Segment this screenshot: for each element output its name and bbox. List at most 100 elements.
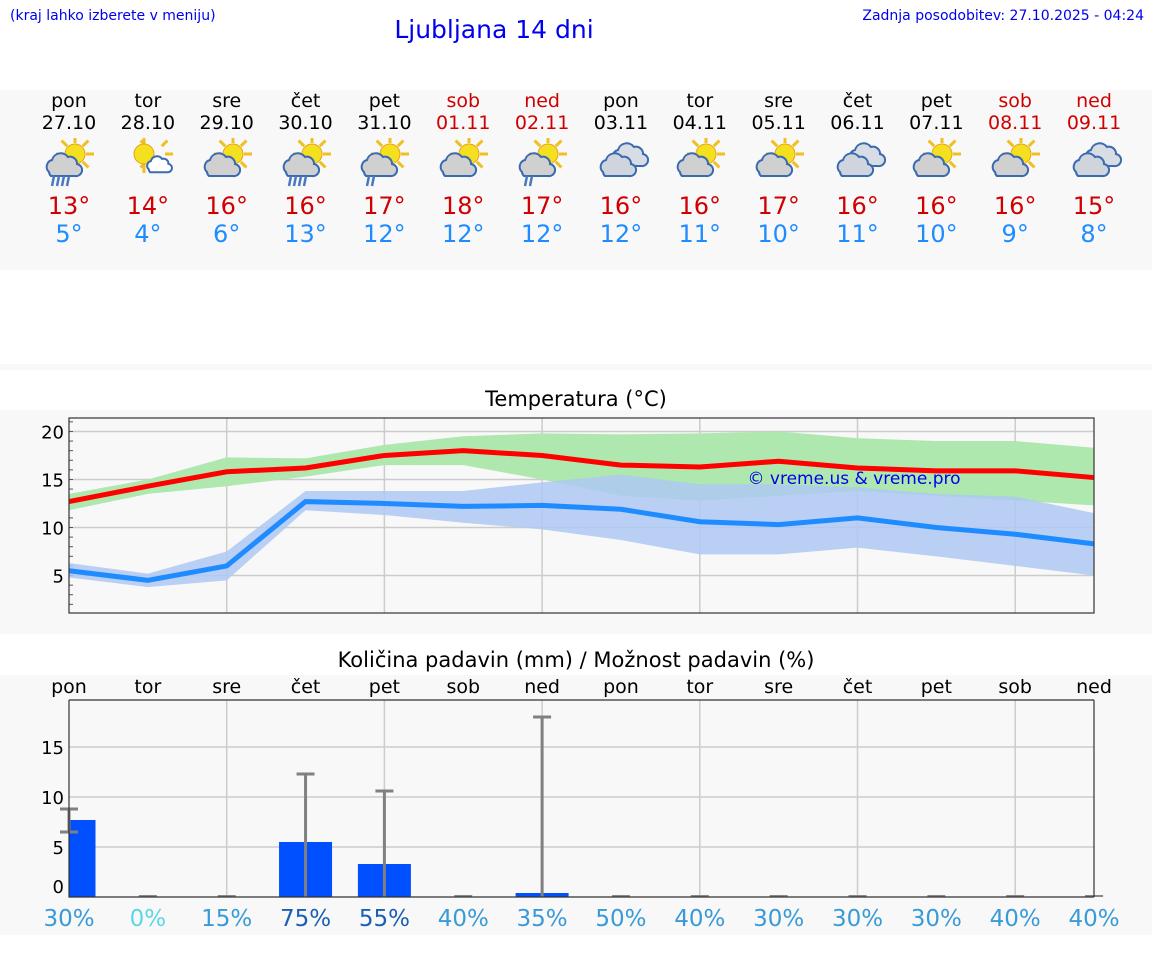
y-tick-label: 10 [41, 519, 64, 540]
max-temp: 17° [757, 192, 800, 220]
watermark: © vreme.us & vreme.pro [747, 469, 960, 489]
forecast-day: pon 03.11 16° 12° [581, 90, 661, 248]
precipitation-chart-title: Količina padavin (mm) / Možnost padavin … [337, 648, 815, 672]
x-category-label: sob [998, 676, 1032, 698]
x-category-label: ned [524, 676, 560, 698]
sun-cloud-light-rain-icon [518, 138, 568, 187]
forecast-day: pet 07.11 16° 10° [896, 90, 976, 248]
day-date: 28.10 [120, 112, 176, 134]
forecast-day: sre 29.10 16° 6° [187, 90, 267, 248]
clouds-icon [836, 142, 886, 178]
sun-cloud-light-rain-icon [361, 138, 410, 187]
max-temp: 16° [284, 192, 327, 220]
forecast-day: čet 06.11 16° 11° [818, 90, 898, 248]
precipitation-probability: 35% [517, 906, 568, 932]
day-name: pet [920, 90, 952, 112]
min-temp: 8° [1080, 220, 1108, 248]
sun-cloud-icon [913, 138, 962, 178]
day-date: 04.11 [672, 112, 727, 134]
forecast-day: sre 05.11 17° 10° [739, 90, 819, 248]
day-name: ned [1076, 90, 1112, 112]
precipitation-probability: 55% [359, 906, 410, 932]
max-temp: 16° [915, 192, 958, 220]
x-category-label: tor [134, 676, 161, 698]
precipitation-probability: 15% [201, 906, 252, 932]
max-temp: 18° [441, 192, 485, 220]
max-temp-line [68, 448, 1095, 505]
max-temp: 16° [678, 192, 722, 220]
sun-cloud-rain-icon [282, 138, 331, 187]
forecast-day: tor 28.10 14° 4° [108, 90, 188, 248]
min-temp: 5° [55, 220, 83, 248]
day-name: čet [842, 90, 873, 112]
max-temp: 17° [363, 192, 406, 220]
forecast-strip [0, 90, 1152, 270]
max-temp: 14° [126, 192, 170, 220]
x-category-label: čet [843, 676, 873, 698]
day-name: sob [446, 90, 481, 112]
min-temp: 10° [915, 220, 958, 248]
y-tick-label: 15 [41, 470, 64, 491]
x-category-label: sre [764, 676, 793, 698]
max-temp: 16° [836, 192, 879, 220]
last-updated: Zadnja posodobitev: 27.10.2025 - 04:24 [862, 8, 1144, 24]
min-temp: 9° [1001, 220, 1029, 248]
y-tick-label: 15 [41, 738, 64, 759]
page-title: Ljubljana 14 dni [394, 15, 594, 44]
temperature-chart: 5 10 15 20 © vreme.us & vreme.pro [41, 417, 1095, 614]
min-temp: 12° [599, 220, 643, 248]
forecast-day: sob 01.11 18° 12° [423, 90, 503, 248]
max-temp: 16° [205, 192, 248, 220]
x-category-label: ned [1076, 676, 1112, 698]
day-date: 03.11 [593, 112, 649, 134]
day-date: 29.10 [199, 112, 254, 134]
precipitation-probability: 30% [753, 906, 804, 932]
clouds-icon [1072, 142, 1123, 178]
x-category-label: pet [369, 676, 400, 698]
temperature-chart-title: Temperatura (°C) [485, 387, 667, 411]
x-category-label: pon [51, 676, 87, 698]
precipitation-probability: 75% [280, 906, 331, 932]
precipitation-probability: 30% [832, 906, 883, 932]
forecast-day: ned 09.11 15° 8° [1054, 90, 1134, 248]
min-temp: 11° [678, 220, 722, 248]
precipitation-probability: 50% [595, 906, 646, 932]
max-temp: 16° [993, 192, 1037, 220]
x-category-label: pet [921, 676, 952, 698]
day-date: 31.10 [357, 112, 412, 134]
x-category-label: sre [212, 676, 241, 698]
min-temp: 11° [836, 220, 879, 248]
forecast-day: čet 30.10 16° 13° [266, 90, 346, 248]
day-date: 01.11 [436, 112, 491, 134]
day-date: 27.10 [41, 112, 97, 134]
max-temp: 17° [520, 192, 564, 220]
min-temp: 13° [284, 220, 327, 248]
plot-area [69, 700, 1094, 897]
day-date: 02.11 [514, 112, 570, 134]
precipitation-probability: 0% [130, 906, 167, 932]
day-date: 06.11 [830, 112, 885, 134]
sun-cloud-icon [203, 138, 252, 178]
location-hint: (kraj lahko izberete v meniju) [10, 8, 216, 24]
day-date: 07.11 [909, 112, 964, 134]
precipitation-probability: 40% [990, 906, 1041, 932]
max-temp: 13° [47, 192, 91, 220]
x-category-label: pon [603, 676, 639, 698]
precipitation-probability: 40% [1068, 906, 1119, 932]
min-temp: 12° [441, 220, 485, 248]
divider [0, 364, 1152, 370]
day-date: 05.11 [751, 112, 806, 134]
day-name: tor [686, 90, 714, 112]
day-name: pon [51, 90, 87, 112]
sun-cloud-icon [991, 138, 1041, 178]
day-name: sre [212, 90, 242, 112]
min-temp: 12° [520, 220, 564, 248]
y-tick-label: 20 [41, 422, 64, 443]
forecast-day: ned 02.11 17° 12° [502, 90, 582, 248]
min-temp: 4° [134, 220, 162, 248]
day-name: pon [603, 90, 639, 112]
day-date: 08.11 [987, 112, 1043, 134]
day-name: sre [764, 90, 794, 112]
sun-cloud-icon [755, 138, 804, 178]
